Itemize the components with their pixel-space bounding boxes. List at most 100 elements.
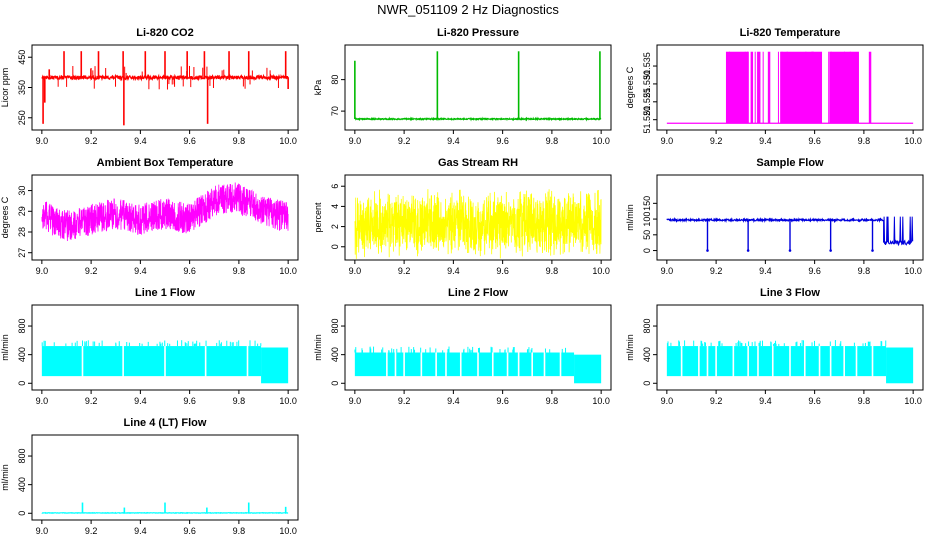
y-tick-label: 400 (17, 477, 27, 492)
y-tick-label: 100 (642, 212, 652, 227)
x-tick-label: 9.0 (36, 266, 49, 276)
plot-title: Li-820 Temperature (740, 27, 841, 39)
y-axis-label: Licor ppm (0, 68, 10, 108)
flow-tail-band (886, 347, 914, 384)
x-tick-label: 9.6 (808, 136, 821, 146)
x-tick-label: 9.0 (349, 266, 362, 276)
dip-point (788, 249, 792, 252)
y-tick-label: 2 (330, 224, 340, 229)
x-tick-label: 9.2 (398, 266, 411, 276)
x-tick-label: 9.6 (183, 136, 196, 146)
x-tick-label: 9.2 (710, 136, 723, 146)
dip-point (829, 249, 832, 252)
y-tick-label: 450 (17, 50, 27, 65)
x-tick-label: 9.2 (85, 526, 98, 536)
y-tick-label: 800 (17, 449, 27, 464)
x-tick-label: 9.2 (398, 136, 411, 146)
y-tick-label: 0 (17, 511, 27, 516)
x-tick-label: 9.8 (858, 396, 871, 406)
figure-title: NWR_051109 2 Hz Diagnostics (377, 2, 559, 17)
x-tick-label: 9.4 (134, 526, 147, 536)
x-tick-label: 9.6 (496, 396, 509, 406)
plot-7: Line 1 Flow ml/min 9.0 9.2 9.4 9.6 9.8 10.0 0 400… (0, 287, 299, 406)
y-tick-label: 51.520 (642, 106, 652, 134)
x-tick-label: 10.0 (904, 136, 922, 146)
series-line (41, 73, 289, 82)
high-state-band (750, 51, 754, 124)
x-tick-label: 9.6 (183, 266, 196, 276)
y-tick-label: 800 (330, 319, 340, 334)
x-tick-label: 10.0 (279, 266, 297, 276)
x-tick-label: 9.8 (858, 136, 871, 146)
x-tick-label: 9.0 (661, 136, 674, 146)
plot-5: Gas Stream RH percent 9.0 9.2 9.4 9.6 9.8 10.0 0… (313, 157, 612, 276)
x-tick-label: 9.4 (447, 266, 460, 276)
plot-frame (656, 174, 924, 261)
flow-tail-band (261, 347, 289, 384)
high-state-band (780, 51, 823, 124)
y-tick-label: 28 (17, 227, 27, 237)
x-tick-label: 9.0 (36, 526, 49, 536)
x-tick-label: 9.4 (134, 136, 147, 146)
dip-point (706, 249, 709, 252)
plot-10: Line 4 (LT) Flow ml/min 9.0 9.2 9.4 9.6 9.8 10.… (0, 417, 299, 536)
series-line (41, 182, 289, 242)
y-tick-label: 400 (330, 347, 340, 362)
plot-4: Ambient Box Temperature degrees C 9.0 9.2 9.… (0, 157, 299, 276)
plot-3: Li-820 Temperature degrees C 9.0 9.2 9.4 9.6 9… (625, 27, 924, 146)
x-tick-label: 9.6 (183, 526, 196, 536)
x-tick-label: 9.8 (546, 266, 559, 276)
high-state-band (767, 51, 771, 124)
plot-frame (344, 174, 612, 261)
tail-series (883, 216, 914, 247)
x-tick-label: 9.6 (808, 396, 821, 406)
plot-8: Line 2 Flow ml/min 9.0 9.2 9.4 9.6 9.8 10.0 0 400… (313, 287, 612, 406)
y-tick-label: 51.525 (642, 88, 652, 116)
series-layer (41, 182, 289, 242)
x-tick-label: 9.2 (710, 266, 723, 276)
plot-9: Line 3 Flow ml/min 9.0 9.2 9.4 9.6 9.8 10.0 0 400… (625, 287, 924, 406)
plot-title: Gas Stream RH (438, 157, 518, 169)
y-tick-label: 51.535 (642, 52, 652, 80)
x-tick-label: 9.8 (233, 266, 246, 276)
y-tick-label: 51.530 (642, 70, 652, 98)
y-tick-label: 150 (642, 196, 652, 211)
x-tick-label: 9.0 (661, 266, 674, 276)
flow-band (666, 346, 887, 377)
x-tick-label: 9.0 (36, 136, 49, 146)
x-tick-label: 10.0 (279, 136, 297, 146)
series-line (354, 189, 602, 259)
series-line (354, 116, 602, 122)
x-tick-label: 9.4 (759, 266, 772, 276)
y-tick-label: 0 (642, 381, 652, 386)
x-tick-label: 9.6 (808, 266, 821, 276)
high-state-band (868, 51, 872, 124)
y-tick-label: 70 (330, 106, 340, 116)
series-layer (41, 340, 289, 384)
flow-band (354, 352, 575, 377)
series-layer (666, 51, 914, 124)
y-axis-label: ml/min (625, 204, 635, 231)
y-axis-label: percent (313, 202, 323, 233)
x-tick-label: 9.4 (759, 396, 772, 406)
x-tick-label: 9.0 (661, 396, 674, 406)
x-tick-label: 9.4 (447, 396, 460, 406)
y-tick-label: 250 (17, 110, 27, 125)
x-tick-label: 9.8 (546, 136, 559, 146)
x-tick-label: 9.8 (233, 526, 246, 536)
plot-frame (31, 174, 299, 261)
y-tick-label: 400 (17, 347, 27, 362)
x-tick-label: 9.8 (233, 396, 246, 406)
plot-1: Li-820 CO2 Licor ppm 9.0 9.2 9.4 9.6 9.8 10.0 25… (0, 27, 299, 146)
x-tick-label: 9.2 (710, 396, 723, 406)
dip-point (871, 249, 874, 252)
plot-frame (344, 44, 612, 131)
y-tick-label: 27 (17, 248, 27, 258)
x-tick-label: 9.2 (85, 266, 98, 276)
y-tick-label: 30 (17, 186, 27, 196)
y-axis-label: ml/min (0, 464, 10, 491)
x-tick-label: 9.4 (759, 136, 772, 146)
y-tick-label: 6 (330, 184, 340, 189)
high-state-band (725, 51, 749, 124)
